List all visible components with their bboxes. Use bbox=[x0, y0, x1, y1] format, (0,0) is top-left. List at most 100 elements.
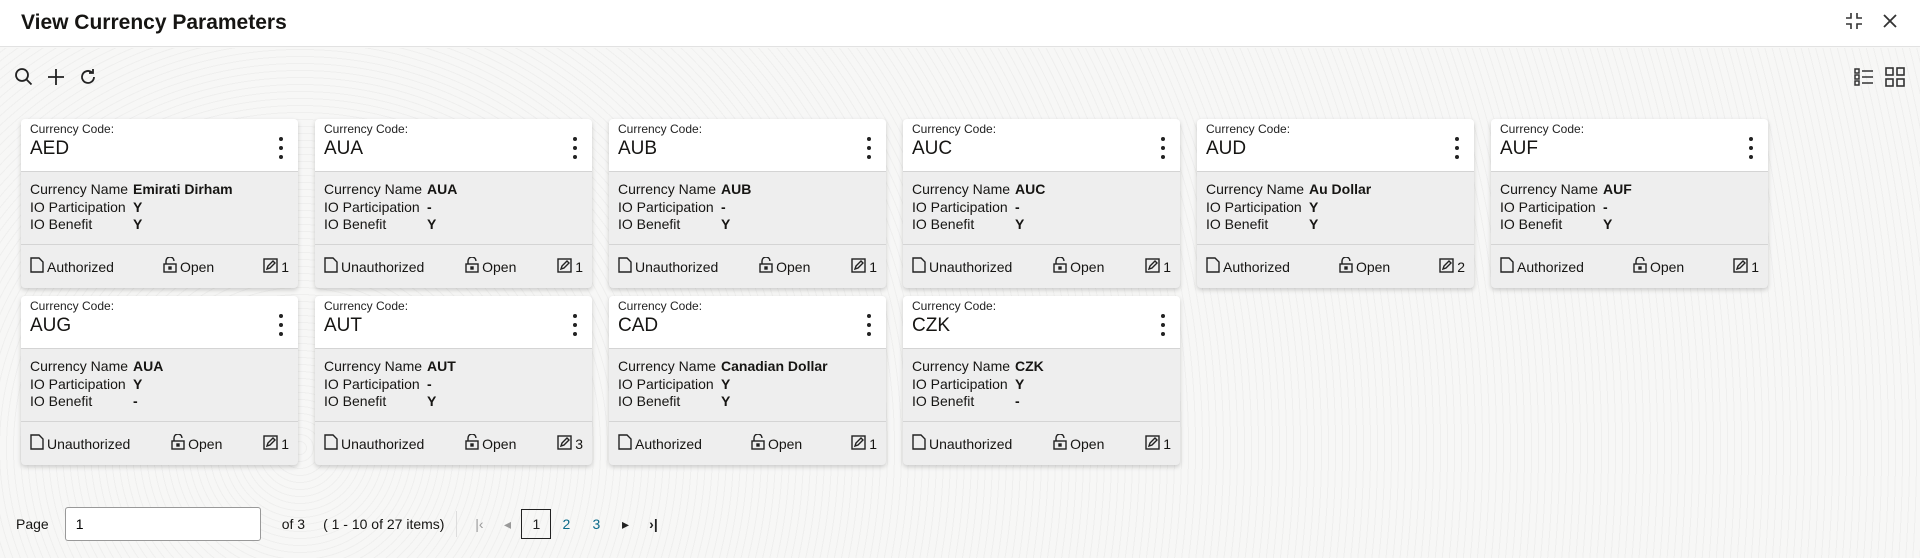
more-options-icon[interactable] bbox=[276, 137, 286, 159]
card-header: Currency Code: AUT bbox=[315, 296, 592, 349]
currency-card[interactable]: Currency Code: AUF Currency Name AUF IO P… bbox=[1491, 119, 1768, 288]
more-options-icon[interactable] bbox=[864, 314, 874, 336]
unlock-icon bbox=[1633, 256, 1647, 276]
pagination: Page of 3 ( 1 - 10 of 27 items) |‹ ◂ 1 2… bbox=[16, 507, 667, 541]
card-body: Currency Name AUT IO Participation - IO Be… bbox=[315, 349, 592, 422]
document-icon bbox=[1500, 257, 1514, 276]
edit-icon bbox=[263, 257, 278, 276]
more-options-icon[interactable] bbox=[570, 314, 580, 336]
page-1-button[interactable]: 1 bbox=[521, 509, 552, 539]
io-participation-value: - bbox=[1015, 198, 1020, 215]
card-header: Currency Code: AED bbox=[21, 119, 298, 172]
currency-code-label: Currency Code: bbox=[912, 299, 997, 313]
card-footer: Authorized Open 1 bbox=[21, 245, 298, 288]
more-options-icon[interactable] bbox=[276, 314, 286, 336]
card-header: Currency Code: CZK bbox=[903, 296, 1180, 349]
io-benefit-label: IO Benefit bbox=[1500, 216, 1563, 232]
currency-card[interactable]: Currency Code: CZK Currency Name CZK IO P… bbox=[903, 296, 1180, 465]
more-options-icon[interactable] bbox=[1452, 137, 1462, 159]
card-header: Currency Code: AUF bbox=[1491, 119, 1768, 172]
currency-card[interactable]: Currency Code: CAD Currency Name Canadian… bbox=[609, 296, 886, 465]
edit-icon bbox=[1733, 257, 1748, 276]
io-benefit-value: Y bbox=[721, 393, 731, 409]
io-benefit-value: - bbox=[1015, 393, 1020, 409]
modification-count: 1 bbox=[869, 258, 877, 275]
currency-name: Emirati Dirham bbox=[133, 181, 233, 197]
card-footer: Unauthorized Open 3 bbox=[315, 422, 592, 465]
currency-code: AUG bbox=[30, 315, 72, 336]
list-view-icon[interactable] bbox=[1853, 66, 1875, 88]
card-body: Currency Name AUA IO Participation - IO Be… bbox=[315, 172, 592, 245]
card-body: Currency Name Au Dollar IO Participation Y… bbox=[1197, 172, 1474, 245]
card-body: Currency Name Canadian Dollar IO Particip… bbox=[609, 349, 886, 422]
currency-code: CZK bbox=[912, 315, 950, 336]
modification-count: 1 bbox=[869, 435, 877, 452]
io-benefit-value: Y bbox=[427, 216, 437, 232]
search-icon[interactable] bbox=[13, 66, 35, 88]
next-page-icon[interactable]: ▸ bbox=[621, 515, 629, 532]
currency-name: AUT bbox=[427, 358, 456, 374]
card-body: Currency Name CZK IO Participation Y IO Be… bbox=[903, 349, 1180, 422]
io-participation-value: Y bbox=[721, 375, 731, 392]
document-icon bbox=[912, 257, 926, 276]
more-options-icon[interactable] bbox=[570, 137, 580, 159]
io-participation-label: IO Participation bbox=[618, 198, 714, 215]
auth-status: Unauthorized bbox=[929, 435, 1013, 452]
add-icon[interactable] bbox=[45, 66, 67, 88]
io-participation-value: - bbox=[427, 375, 432, 392]
io-benefit-value: Y bbox=[1309, 216, 1319, 232]
previous-page-icon[interactable]: ◂ bbox=[503, 515, 511, 532]
currency-card[interactable]: Currency Code: AUC Currency Name AUC IO P… bbox=[903, 119, 1180, 288]
document-icon bbox=[324, 434, 338, 453]
currency-code-label: Currency Code: bbox=[618, 299, 703, 313]
unlock-icon bbox=[751, 433, 765, 453]
currency-card[interactable]: Currency Code: AED Currency Name Emirati … bbox=[21, 119, 298, 288]
io-benefit-value: Y bbox=[427, 393, 437, 409]
currency-name: AUB bbox=[721, 181, 752, 197]
record-status: Open bbox=[482, 258, 517, 275]
unlock-icon bbox=[759, 256, 773, 276]
currency-code: AED bbox=[30, 138, 70, 159]
currency-name-label: Currency Name bbox=[30, 358, 129, 374]
page-3-button[interactable]: 3 bbox=[592, 516, 601, 532]
more-options-icon[interactable] bbox=[864, 137, 874, 159]
card-footer: Unauthorized Open 1 bbox=[903, 245, 1180, 288]
more-options-icon[interactable] bbox=[1746, 137, 1756, 159]
record-status: Open bbox=[1649, 258, 1685, 275]
more-options-icon[interactable] bbox=[1158, 137, 1168, 159]
more-options-icon[interactable] bbox=[1158, 314, 1168, 336]
currency-card[interactable]: Currency Code: AUB Currency Name AUB IO P… bbox=[609, 119, 886, 288]
modification-count: 1 bbox=[281, 435, 289, 452]
document-icon bbox=[30, 257, 44, 276]
page-2-button[interactable]: 2 bbox=[562, 516, 571, 532]
card-body: Currency Name AUB IO Participation - IO Be… bbox=[609, 172, 886, 245]
io-participation-label: IO Participation bbox=[618, 375, 714, 392]
document-icon bbox=[1206, 257, 1220, 276]
currency-card[interactable]: Currency Code: AUD Currency Name Au Dolla… bbox=[1197, 119, 1474, 288]
currency-card[interactable]: Currency Code: AUA Currency Name AUA IO P… bbox=[315, 119, 592, 288]
close-icon[interactable] bbox=[1880, 11, 1900, 37]
unlock-icon bbox=[1339, 256, 1353, 276]
currency-card[interactable]: Currency Code: AUG Currency Name AUA IO P… bbox=[21, 296, 298, 465]
last-page-icon[interactable]: ›| bbox=[649, 516, 658, 532]
card-footer: Unauthorized Open 1 bbox=[609, 245, 886, 288]
refresh-icon[interactable] bbox=[77, 66, 99, 88]
edit-icon bbox=[851, 257, 866, 276]
io-benefit-label: IO Benefit bbox=[912, 216, 975, 232]
page-input[interactable] bbox=[64, 507, 261, 541]
card-header: Currency Code: AUB bbox=[609, 119, 886, 172]
currency-code: CAD bbox=[618, 315, 659, 336]
minimize-icon[interactable] bbox=[1844, 11, 1864, 37]
first-page-icon[interactable]: |‹ bbox=[475, 516, 484, 532]
currency-name-label: Currency Name bbox=[324, 181, 423, 197]
auth-status: Unauthorized bbox=[47, 435, 131, 452]
currency-card[interactable]: Currency Code: AUT Currency Name AUT IO P… bbox=[315, 296, 592, 465]
io-benefit-label: IO Benefit bbox=[324, 216, 387, 232]
currency-name: CZK bbox=[1015, 358, 1044, 374]
grid-view-icon[interactable] bbox=[1884, 66, 1906, 88]
currency-code-label: Currency Code: bbox=[30, 299, 115, 313]
io-participation-label: IO Participation bbox=[30, 198, 126, 215]
io-benefit-value: Y bbox=[721, 216, 731, 232]
currency-code: AUB bbox=[618, 138, 658, 159]
currency-code: AUT bbox=[324, 315, 362, 336]
